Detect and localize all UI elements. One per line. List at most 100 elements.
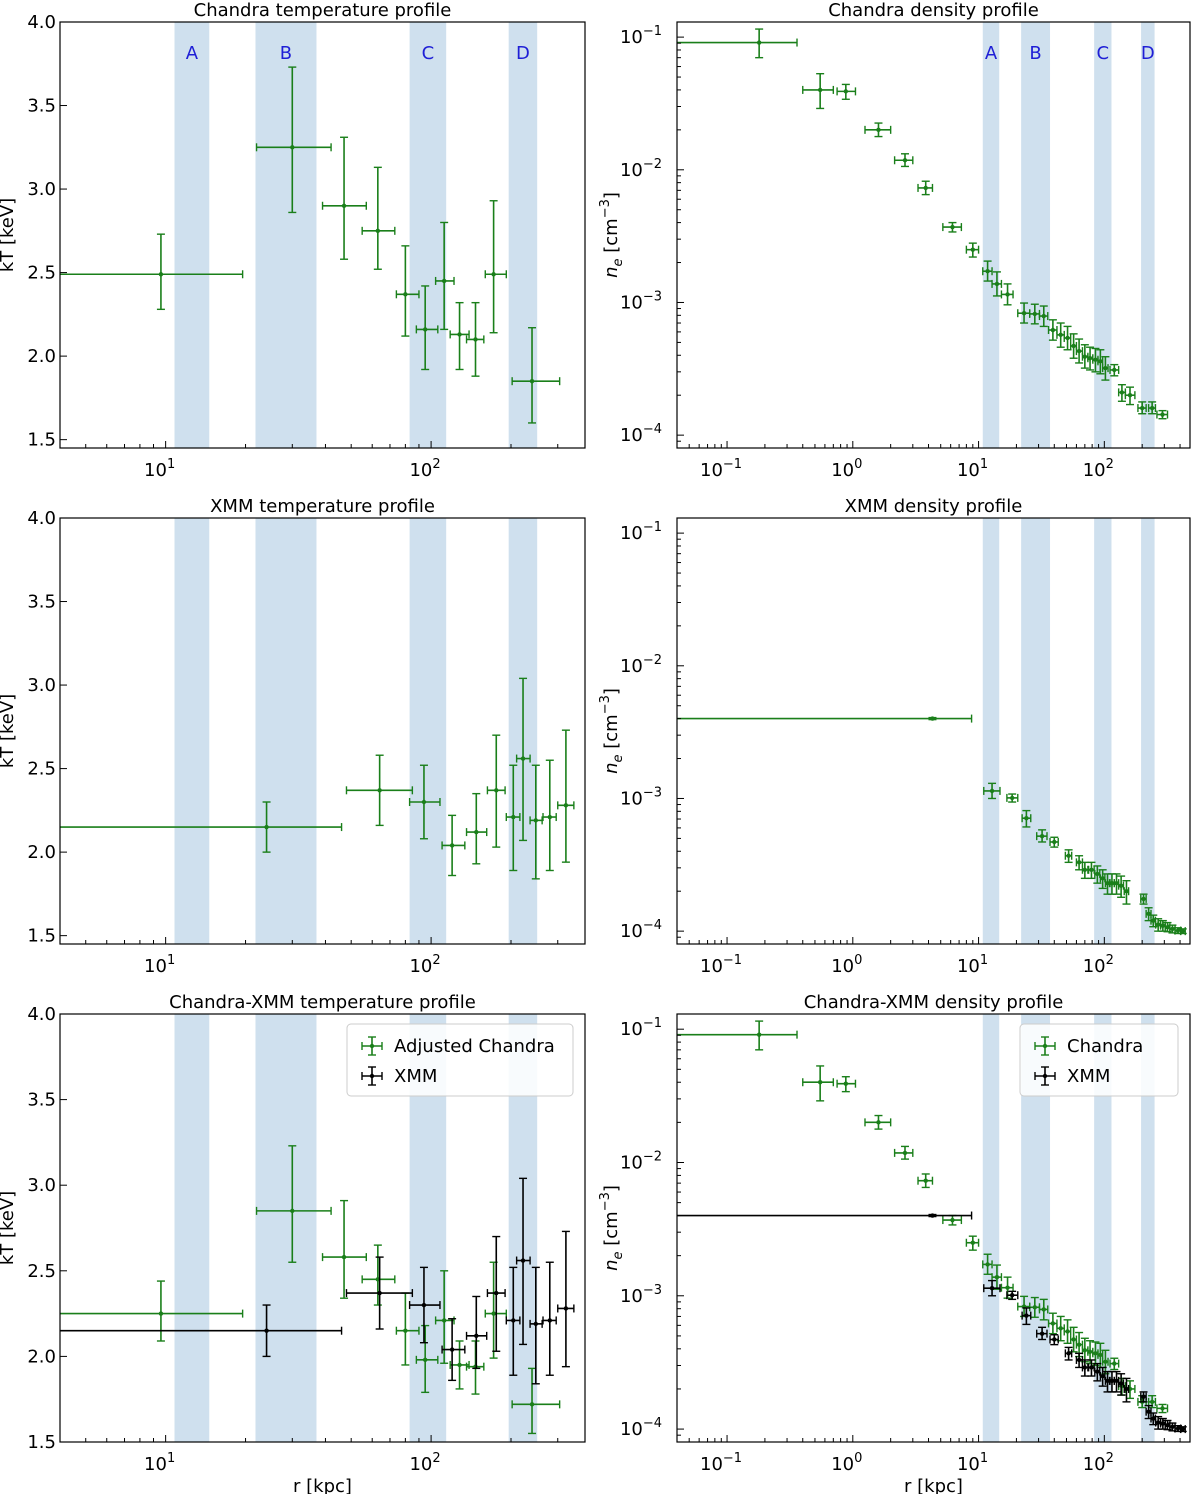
x-tick-label: 100 [831, 457, 862, 481]
data-point [1075, 338, 1084, 364]
y-tick-label: 4.0 [27, 12, 56, 33]
y-tick-label: 10−2 [620, 157, 662, 181]
data-point [515, 677, 531, 842]
data-point [1124, 386, 1136, 406]
y-tick-label: 10−1 [620, 24, 662, 48]
shaded-region-1 [174, 1014, 210, 1442]
y-tick-label: 3.5 [27, 592, 56, 613]
y-tick-label: 2.0 [27, 1346, 56, 1367]
y-tick-label: 1.5 [27, 1432, 56, 1453]
shaded-region-B [1021, 22, 1051, 448]
data-point [515, 1177, 531, 1346]
data-point [1117, 383, 1127, 402]
y-axis-label: kT [keV] [0, 198, 18, 272]
data-point [1064, 849, 1073, 864]
data-point [505, 1266, 521, 1376]
shaded-region-1 [982, 518, 1000, 944]
panel-p1: A B C D 101 102 1.5 2.0 2.5 3.0 3.5 4.0 Chandra temp… [0, 0, 586, 481]
data-point [983, 782, 1001, 800]
y-tick-label: 10−2 [620, 1149, 662, 1173]
panel-p5: 101 102 1.5 2.0 2.5 3.0 3.5 4.0 Chandra-XMM temp… [0, 992, 586, 1494]
y-axis-label: ne [cm−3] [598, 688, 626, 774]
data-point [677, 714, 973, 723]
data-point [802, 1065, 835, 1102]
data-point [415, 285, 439, 371]
data-point [1156, 409, 1169, 420]
series-chandra [60, 66, 561, 424]
y-tick-label: 10−1 [620, 1016, 662, 1040]
shaded-region-2 [255, 518, 317, 944]
x-tick-label: 101 [957, 1451, 988, 1475]
y-axis-label: ne [cm−3] [598, 192, 626, 278]
data-point [991, 1264, 1003, 1290]
data-point [1149, 914, 1158, 928]
x-tick-label: 101 [144, 1451, 175, 1475]
data-point [1178, 927, 1187, 936]
data-point [1080, 861, 1089, 880]
data-point [1080, 344, 1089, 369]
x-tick-label: 102 [409, 953, 440, 977]
y-tick-label: 3.0 [27, 179, 56, 200]
chart-title: Chandra temperature profile [194, 0, 452, 21]
shaded-region-3 [1094, 518, 1112, 944]
chart-title: Chandra-XMM temperature profile [169, 992, 476, 1013]
data-point [1117, 875, 1126, 898]
data-point [893, 1145, 914, 1160]
series-xmm [677, 1211, 1187, 1434]
region-label: C [1097, 43, 1110, 64]
x-tick-label: 102 [409, 457, 440, 481]
data-point [449, 301, 470, 371]
data-point [345, 754, 414, 827]
region-label: D [1141, 43, 1155, 64]
data-point [1117, 1373, 1126, 1396]
data-point [255, 1145, 332, 1263]
data-point [441, 1318, 466, 1382]
plot-frame [676, 1013, 1191, 1443]
y-tick-label: 3.0 [27, 1175, 56, 1196]
data-point [1109, 1357, 1120, 1371]
data-point [529, 1266, 543, 1385]
data-point [1091, 347, 1100, 373]
legend-entry: XMM [361, 1066, 437, 1087]
y-tick-label: 2.5 [27, 759, 56, 780]
region-label: A [186, 43, 199, 64]
shaded-region-4 [1141, 518, 1155, 944]
legend: Adjusted Chandra XMM [346, 1023, 574, 1097]
data-point [1017, 1295, 1031, 1318]
data-point [484, 200, 507, 334]
plot-frame [59, 21, 586, 449]
y-tick-label: 2.5 [27, 263, 56, 284]
data-point [1178, 1425, 1187, 1434]
y-axis-label: kT [keV] [0, 1191, 18, 1265]
legend-label: XMM [1067, 1066, 1110, 1087]
data-point [557, 729, 575, 863]
data-point [864, 1114, 892, 1130]
data-point [864, 122, 892, 138]
y-tick-label: 10−4 [620, 1416, 662, 1440]
data-point [893, 153, 914, 168]
legend-entry: XMM [1034, 1066, 1110, 1087]
data-point [1093, 865, 1102, 884]
y-tick-label: 3.5 [27, 1090, 56, 1111]
data-point [1038, 305, 1049, 328]
shaded-region-3 [1094, 1014, 1112, 1442]
data-point [1139, 1391, 1148, 1403]
shaded-region-4 [1141, 1014, 1155, 1442]
x-tick-label: 10−1 [700, 1451, 742, 1475]
chart-title: Chandra-XMM density profile [804, 992, 1064, 1013]
data-point [965, 242, 980, 258]
data-point [1086, 346, 1095, 371]
data-point [1139, 893, 1148, 905]
shaded-region-1 [174, 518, 210, 944]
data-point [1122, 1377, 1131, 1403]
x-tick-label: 101 [957, 953, 988, 977]
data-point [1087, 1359, 1096, 1377]
series-xmm [60, 677, 575, 880]
shaded-region-A [174, 22, 210, 448]
series-xmm [60, 1177, 575, 1385]
data-point [395, 245, 420, 337]
series-chandra [677, 28, 1169, 420]
data-point [321, 1199, 367, 1299]
data-point [441, 814, 466, 877]
shaded-region-B [255, 22, 317, 448]
